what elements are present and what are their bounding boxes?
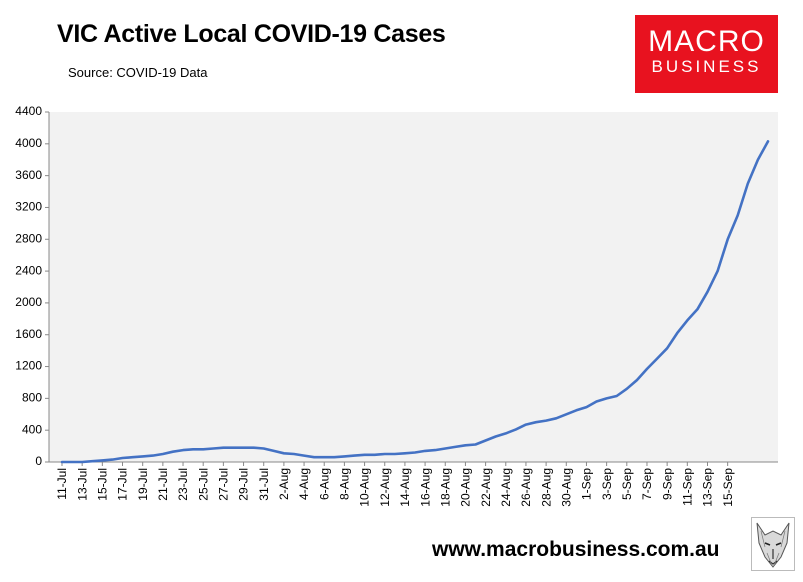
y-tick-label: 1600 — [15, 327, 42, 341]
y-tick-label: 400 — [22, 422, 42, 436]
x-tick-label: 26-Aug — [519, 468, 533, 507]
x-tick-label: 25-Jul — [196, 468, 210, 501]
x-tick-label: 8-Aug — [338, 468, 352, 500]
x-tick-label: 29-Jul — [237, 468, 251, 501]
logo-line1: MACRO — [648, 25, 765, 58]
x-tick-label: 20-Aug — [459, 468, 473, 507]
y-tick-label: 3600 — [15, 168, 42, 182]
x-tick-label: 21-Jul — [156, 468, 170, 501]
chart-source: Source: COVID-19 Data — [68, 65, 208, 80]
x-tick-label: 15-Jul — [96, 468, 110, 501]
x-tick-label: 13-Sep — [701, 468, 715, 507]
chart-title: VIC Active Local COVID-19 Cases — [57, 20, 446, 48]
x-tick-label: 16-Aug — [418, 468, 432, 507]
y-tick-label: 2400 — [15, 263, 42, 277]
x-tick-label: 1-Sep — [580, 468, 594, 500]
plot-area — [49, 112, 778, 462]
x-tick-label: 3-Sep — [600, 468, 614, 500]
x-tick-label: 6-Aug — [317, 468, 331, 500]
y-axis: 0 400 800 1200 1600 2000 2400 2800 3200 3600 4000 4… — [15, 104, 50, 468]
y-tick-label: 800 — [22, 391, 42, 405]
website-url[interactable]: www.macrobusiness.com.au — [432, 538, 720, 561]
y-tick-label: 3200 — [15, 200, 42, 214]
y-tick-label: 2800 — [15, 231, 42, 245]
logo-line2: BUSINESS — [651, 57, 762, 76]
y-tick-label: 4000 — [15, 136, 42, 150]
x-tick-label: 10-Aug — [358, 468, 372, 507]
macrobusiness-logo[interactable]: MACRO BUSINESS — [635, 15, 778, 93]
y-tick-label: 4400 — [15, 104, 42, 118]
x-tick-label: 15-Sep — [721, 468, 735, 507]
y-tick-label: 1200 — [15, 359, 42, 373]
x-tick-label: 17-Jul — [116, 468, 130, 501]
x-tick-label: 12-Aug — [378, 468, 392, 507]
x-tick-label: 13-Jul — [75, 468, 89, 501]
line-chart: 0 400 800 1200 1600 2000 2400 2800 3200 3600 4000 4… — [15, 104, 778, 507]
x-tick-label: 27-Jul — [217, 468, 231, 501]
x-tick-label: 30-Aug — [559, 468, 573, 507]
x-tick-label: 2-Aug — [277, 468, 291, 500]
series-line-active-cases — [60, 140, 770, 464]
x-tick-label: 11-Jul — [55, 468, 69, 500]
x-tick-label: 19-Jul — [136, 468, 150, 501]
x-tick-label: 5-Sep — [620, 468, 634, 500]
x-tick-label: 7-Sep — [640, 468, 654, 500]
x-tick-label: 4-Aug — [297, 468, 311, 500]
x-tick-label: 28-Aug — [539, 468, 553, 507]
x-tick-label: 23-Jul — [176, 468, 190, 501]
wolf-icon — [751, 517, 795, 571]
y-tick-label: 2000 — [15, 295, 42, 309]
x-axis: 11-Jul 13-Jul 15-Jul 17-Jul 19-Jul 21-Jul 23-J… — [49, 461, 778, 507]
x-tick-label: 14-Aug — [398, 468, 412, 507]
y-tick-label: 0 — [35, 454, 42, 468]
x-tick-label: 9-Sep — [660, 468, 674, 500]
x-tick-label: 24-Aug — [499, 468, 513, 507]
x-tick-label: 31-Jul — [257, 468, 271, 501]
x-tick-label: 22-Aug — [479, 468, 493, 507]
x-tick-label: 18-Aug — [438, 468, 452, 507]
x-tick-label: 11-Sep — [680, 468, 694, 506]
